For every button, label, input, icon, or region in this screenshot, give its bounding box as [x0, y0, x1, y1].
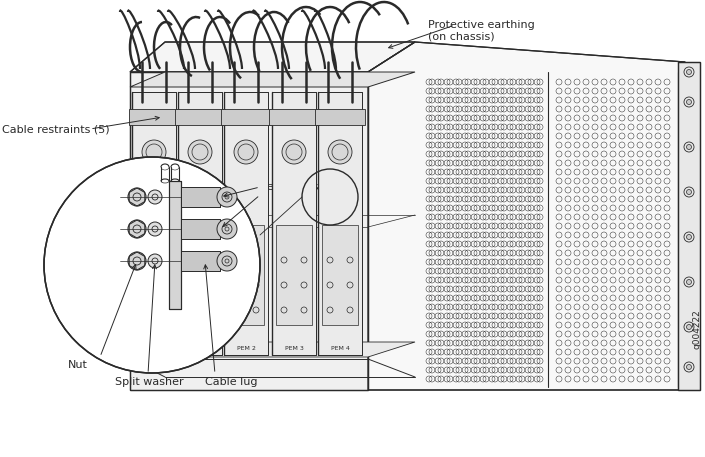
- Circle shape: [687, 144, 692, 149]
- Circle shape: [217, 251, 237, 271]
- Circle shape: [687, 365, 692, 370]
- Text: PEM 0: PEM 0: [145, 346, 164, 351]
- Circle shape: [128, 188, 146, 206]
- Text: PEM 4: PEM 4: [331, 346, 350, 351]
- Circle shape: [328, 140, 352, 164]
- Polygon shape: [130, 42, 415, 72]
- Text: Split washer: Split washer: [115, 377, 183, 387]
- Circle shape: [217, 219, 237, 239]
- Circle shape: [44, 157, 260, 373]
- Circle shape: [188, 140, 212, 164]
- Circle shape: [234, 140, 258, 164]
- Polygon shape: [181, 219, 220, 239]
- Circle shape: [217, 187, 237, 207]
- Circle shape: [148, 222, 162, 236]
- Circle shape: [128, 252, 146, 270]
- Circle shape: [128, 220, 146, 238]
- Circle shape: [282, 140, 306, 164]
- Circle shape: [687, 100, 692, 105]
- Circle shape: [148, 254, 162, 268]
- Circle shape: [687, 280, 692, 285]
- Circle shape: [142, 140, 166, 164]
- Polygon shape: [269, 109, 319, 125]
- Polygon shape: [130, 342, 415, 357]
- Polygon shape: [276, 225, 312, 325]
- Polygon shape: [130, 72, 368, 390]
- Polygon shape: [221, 109, 271, 125]
- Text: Protective earthing
(on chassis): Protective earthing (on chassis): [428, 20, 535, 42]
- Circle shape: [687, 190, 692, 195]
- Circle shape: [687, 324, 692, 329]
- Polygon shape: [368, 42, 685, 390]
- Text: Terminal studs: Terminal studs: [262, 182, 343, 192]
- Text: PEM 1: PEM 1: [190, 346, 209, 351]
- Polygon shape: [175, 109, 225, 125]
- Circle shape: [148, 190, 162, 204]
- Circle shape: [687, 69, 692, 74]
- Polygon shape: [318, 92, 362, 355]
- Polygon shape: [169, 181, 181, 309]
- Polygon shape: [181, 251, 220, 271]
- Text: g004222: g004222: [692, 309, 701, 349]
- Polygon shape: [228, 225, 264, 325]
- Polygon shape: [224, 92, 268, 355]
- Polygon shape: [129, 109, 179, 125]
- Text: PEM 3: PEM 3: [285, 346, 303, 351]
- Text: Cable lug: Cable lug: [205, 377, 257, 387]
- Polygon shape: [678, 62, 700, 390]
- Circle shape: [687, 234, 692, 239]
- Polygon shape: [130, 72, 415, 87]
- Text: Cable restraints (5): Cable restraints (5): [2, 124, 109, 134]
- Text: Nut: Nut: [68, 360, 88, 370]
- Text: PEM 2: PEM 2: [237, 346, 255, 351]
- Polygon shape: [132, 92, 176, 355]
- Polygon shape: [181, 187, 220, 207]
- Polygon shape: [322, 225, 358, 325]
- Polygon shape: [182, 225, 218, 325]
- Polygon shape: [178, 92, 222, 355]
- Polygon shape: [272, 92, 316, 355]
- Polygon shape: [136, 225, 172, 325]
- Polygon shape: [315, 109, 365, 125]
